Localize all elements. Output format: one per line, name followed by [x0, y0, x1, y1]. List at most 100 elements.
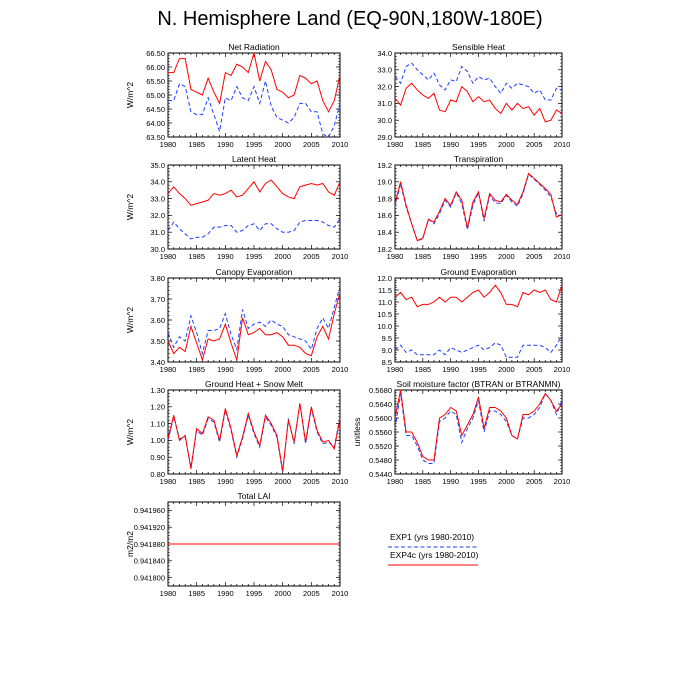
y-tick-label: 0.5600 — [369, 414, 392, 423]
y-tick-label: 9.0 — [382, 346, 392, 355]
panel-title: Soil moisture factor (BTRAN or BTRANMN) — [397, 379, 561, 389]
y-tick-label: 66.00 — [146, 63, 165, 72]
y-axis-label: W/m^2 — [125, 307, 135, 333]
x-tick-label: 2005 — [526, 140, 543, 149]
y-tick-label: 31.0 — [377, 99, 392, 108]
series-line-exp1 — [167, 218, 341, 240]
y-tick-label: 1.00 — [150, 436, 165, 445]
x-tick-label: 1980 — [387, 140, 404, 149]
y-tick-label: 18.2 — [377, 245, 392, 254]
y-tick-label: 3.80 — [150, 274, 165, 283]
x-tick-label: 2000 — [274, 477, 291, 486]
x-tick-label: 1980 — [160, 589, 177, 598]
panel-title: Canopy Evaporation — [215, 267, 292, 277]
y-tick-label: 11.5 — [378, 286, 392, 295]
plot-frame — [394, 164, 563, 250]
y-axis-label: W/m^2 — [125, 419, 135, 445]
x-tick-label: 1985 — [188, 365, 205, 374]
series-line-exp4c — [167, 179, 341, 206]
y-tick-label: 3.70 — [150, 295, 165, 304]
panel-title: Net Radiation — [228, 42, 280, 52]
x-tick-label: 1995 — [470, 252, 487, 261]
figure-title: N. Hemisphere Land (EQ-90N,180W-180E) — [157, 8, 543, 30]
series-line-exp4c — [394, 82, 563, 123]
x-tick-label: 1990 — [442, 140, 459, 149]
legend-label: EXP1 (yrs 1980-2010) — [390, 532, 474, 542]
y-tick-label: 34.0 — [377, 49, 392, 58]
x-tick-label: 1980 — [160, 477, 177, 486]
y-tick-label: 64.50 — [146, 105, 165, 114]
x-tick-label: 1990 — [217, 252, 234, 261]
x-tick-label: 2010 — [554, 140, 571, 149]
panel-9: Total LAI m2/m2 1980 1985 1990 1995 2000 2005 20… — [125, 491, 348, 598]
y-tick-label: 19.0 — [377, 178, 392, 187]
plot-frame — [394, 52, 563, 138]
y-tick-label: 33.0 — [377, 66, 392, 75]
x-tick-label: 2005 — [526, 252, 543, 261]
x-tick-label: 2010 — [554, 365, 571, 374]
x-tick-label: 1995 — [246, 252, 263, 261]
y-tick-label: 0.5520 — [369, 442, 392, 451]
x-tick-label: 1990 — [442, 252, 459, 261]
plot-frame — [167, 52, 341, 138]
y-tick-label: 0.5440 — [369, 470, 392, 479]
panel-title: Transpiration — [454, 154, 504, 164]
x-tick-label: 2010 — [332, 140, 349, 149]
x-tick-label: 1990 — [217, 589, 234, 598]
x-tick-label: 1980 — [387, 477, 404, 486]
panel-1: Net Radiation W/m^2 1980 1985 1990 1995 2000 20… — [125, 42, 348, 149]
y-tick-label: 0.90 — [150, 453, 165, 462]
panel-title: Latent Heat — [232, 154, 277, 164]
y-tick-label: 1.30 — [150, 386, 165, 395]
y-tick-label: 64.00 — [146, 119, 165, 128]
x-tick-label: 1995 — [246, 589, 263, 598]
x-tick-label: 2005 — [303, 477, 320, 486]
y-tick-label: 0.941880 — [134, 540, 165, 549]
x-tick-label: 1985 — [188, 140, 205, 149]
series-line-exp1 — [394, 173, 563, 242]
y-tick-label: 19.2 — [377, 161, 392, 170]
y-tick-label: 0.941840 — [134, 557, 165, 566]
x-tick-label: 1990 — [217, 140, 234, 149]
panel-2: Sensible Heat 1980 1985 1990 1995 2000 2005 201… — [377, 42, 570, 149]
y-tick-label: 65.00 — [146, 91, 165, 100]
y-tick-label: 34.0 — [150, 178, 165, 187]
x-tick-label: 2000 — [274, 140, 291, 149]
y-tick-label: 0.941920 — [134, 523, 165, 532]
x-tick-label: 2005 — [303, 252, 320, 261]
x-tick-label: 1995 — [246, 365, 263, 374]
y-tick-label: 66.50 — [146, 49, 165, 58]
y-tick-label: 3.60 — [150, 316, 165, 325]
x-tick-label: 1980 — [160, 252, 177, 261]
series-line-exp1 — [167, 286, 341, 356]
x-tick-label: 1990 — [442, 365, 459, 374]
series-line-exp4c — [167, 403, 341, 471]
x-tick-label: 1980 — [387, 252, 404, 261]
y-tick-label: 1.20 — [150, 403, 165, 412]
x-tick-label: 1990 — [442, 477, 459, 486]
y-tick-label: 0.941960 — [134, 506, 165, 515]
y-tick-label: 11.0 — [378, 298, 392, 307]
y-tick-label: 12.0 — [377, 274, 392, 283]
panel-5: Canopy Evaporation W/m^2 1980 1985 1990 1995 2… — [125, 267, 348, 374]
panel-title: Ground Heat + Snow Melt — [205, 379, 304, 389]
series-line-exp4c — [168, 52, 341, 113]
x-tick-label: 2005 — [526, 365, 543, 374]
x-tick-label: 2000 — [498, 140, 515, 149]
x-tick-label: 1985 — [188, 252, 205, 261]
x-tick-label: 2005 — [303, 140, 320, 149]
x-tick-label: 2010 — [332, 252, 349, 261]
y-axis-label: m2/m2 — [125, 531, 135, 557]
y-tick-label: 8.5 — [382, 358, 392, 367]
x-tick-label: 2000 — [498, 365, 515, 374]
y-tick-label: 32.0 — [377, 82, 392, 91]
plot-frame — [167, 277, 341, 363]
x-tick-label: 1980 — [387, 365, 404, 374]
series-line-exp1 — [394, 392, 563, 464]
y-tick-label: 0.5480 — [369, 456, 392, 465]
x-tick-label: 2010 — [554, 252, 571, 261]
panel-7: Ground Heat + Snow Melt W/m^2 1980 1985 1990… — [125, 379, 348, 486]
x-tick-label: 1990 — [217, 477, 234, 486]
y-tick-label: 10.0 — [377, 322, 392, 331]
